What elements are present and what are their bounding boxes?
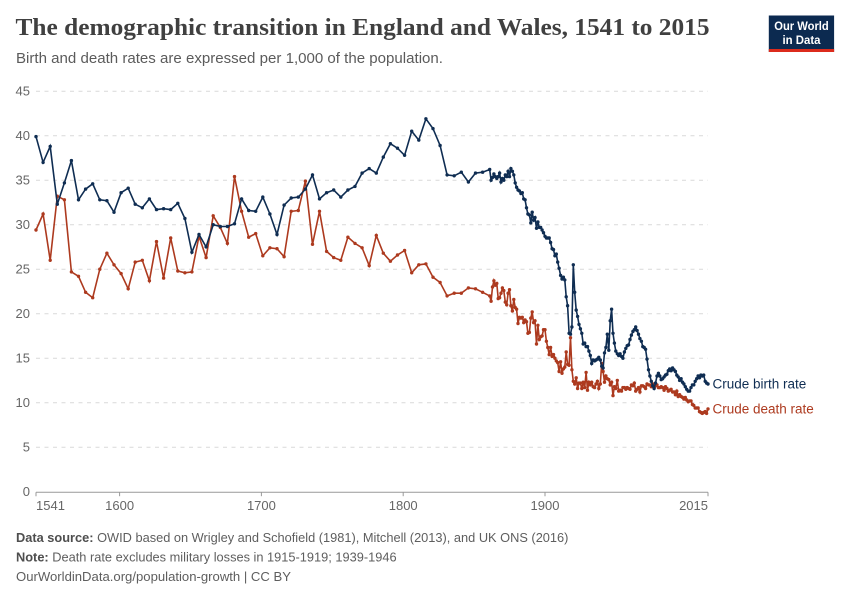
svg-text:35: 35 bbox=[16, 173, 30, 188]
svg-text:1700: 1700 bbox=[247, 498, 276, 513]
svg-text:1541: 1541 bbox=[36, 498, 65, 513]
svg-text:1600: 1600 bbox=[105, 498, 134, 513]
svg-text:The demographic transition in: The demographic transition in England an… bbox=[16, 15, 710, 41]
svg-text:0: 0 bbox=[23, 484, 30, 499]
svg-text:Crude death rate: Crude death rate bbox=[713, 402, 814, 417]
svg-text:1800: 1800 bbox=[389, 498, 418, 513]
svg-text:5: 5 bbox=[23, 440, 30, 455]
svg-text:45: 45 bbox=[16, 84, 30, 99]
svg-text:15: 15 bbox=[16, 351, 30, 366]
svg-text:20: 20 bbox=[16, 306, 30, 321]
svg-text:2015: 2015 bbox=[679, 498, 708, 513]
svg-text:30: 30 bbox=[16, 217, 30, 232]
svg-text:Crude birth rate: Crude birth rate bbox=[713, 377, 807, 392]
svg-text:Our World: Our World bbox=[774, 21, 829, 33]
svg-text:40: 40 bbox=[16, 128, 30, 143]
svg-text:1900: 1900 bbox=[531, 498, 560, 513]
svg-text:Note: Death rate excludes mili: Note: Death rate excludes military losse… bbox=[16, 550, 397, 565]
svg-text:25: 25 bbox=[16, 262, 30, 277]
svg-text:OurWorldinData.org/population-: OurWorldinData.org/population-growth | C… bbox=[16, 569, 291, 584]
svg-text:in Data: in Data bbox=[783, 35, 822, 47]
svg-text:10: 10 bbox=[16, 395, 30, 410]
svg-text:Data source: OWID based on Wri: Data source: OWID based on Wrigley and S… bbox=[16, 530, 568, 545]
svg-text:Birth and death rates are expr: Birth and death rates are expressed per … bbox=[16, 51, 443, 67]
